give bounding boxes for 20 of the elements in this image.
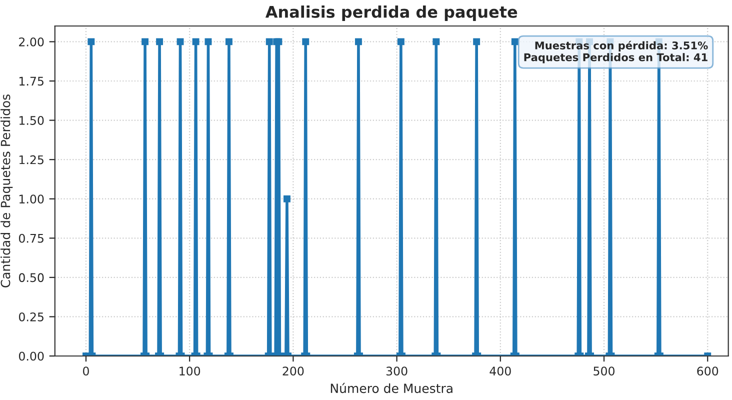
x-tick-label: 0 [83, 366, 89, 376]
y-axis-title: Cantidad de Paquetes Perdidos [0, 94, 13, 288]
y-tick-label: 0.50 [18, 273, 44, 282]
y-tick-label: 1.25 [19, 155, 44, 164]
chart-title: Analisis perdida de paquete [265, 6, 518, 21]
y-tick-label: 0.75 [18, 234, 44, 243]
x-tick-label: 100 [180, 366, 200, 376]
y-tick-label: 2.00 [19, 37, 44, 46]
x-tick-label: 300 [386, 366, 408, 376]
x-tick-label: 400 [490, 366, 511, 376]
annotation: Muestras con pérdida: 3.51% Paquetes Perdidos en Total: 41 [524, 40, 708, 64]
y-tick-label: 1.00 [19, 194, 44, 204]
y-tick-label: 1.50 [19, 116, 44, 125]
y-tick-label: 0.00 [18, 352, 44, 361]
x-axis-title: Número de Muestra [330, 382, 452, 394]
y-tick-label: 1.75 [19, 76, 44, 86]
x-tick-label: 200 [282, 366, 304, 376]
y-tick-label: 0.25 [18, 312, 44, 322]
x-tick-label: 600 [697, 366, 718, 376]
x-tick-label: 500 [594, 366, 614, 376]
